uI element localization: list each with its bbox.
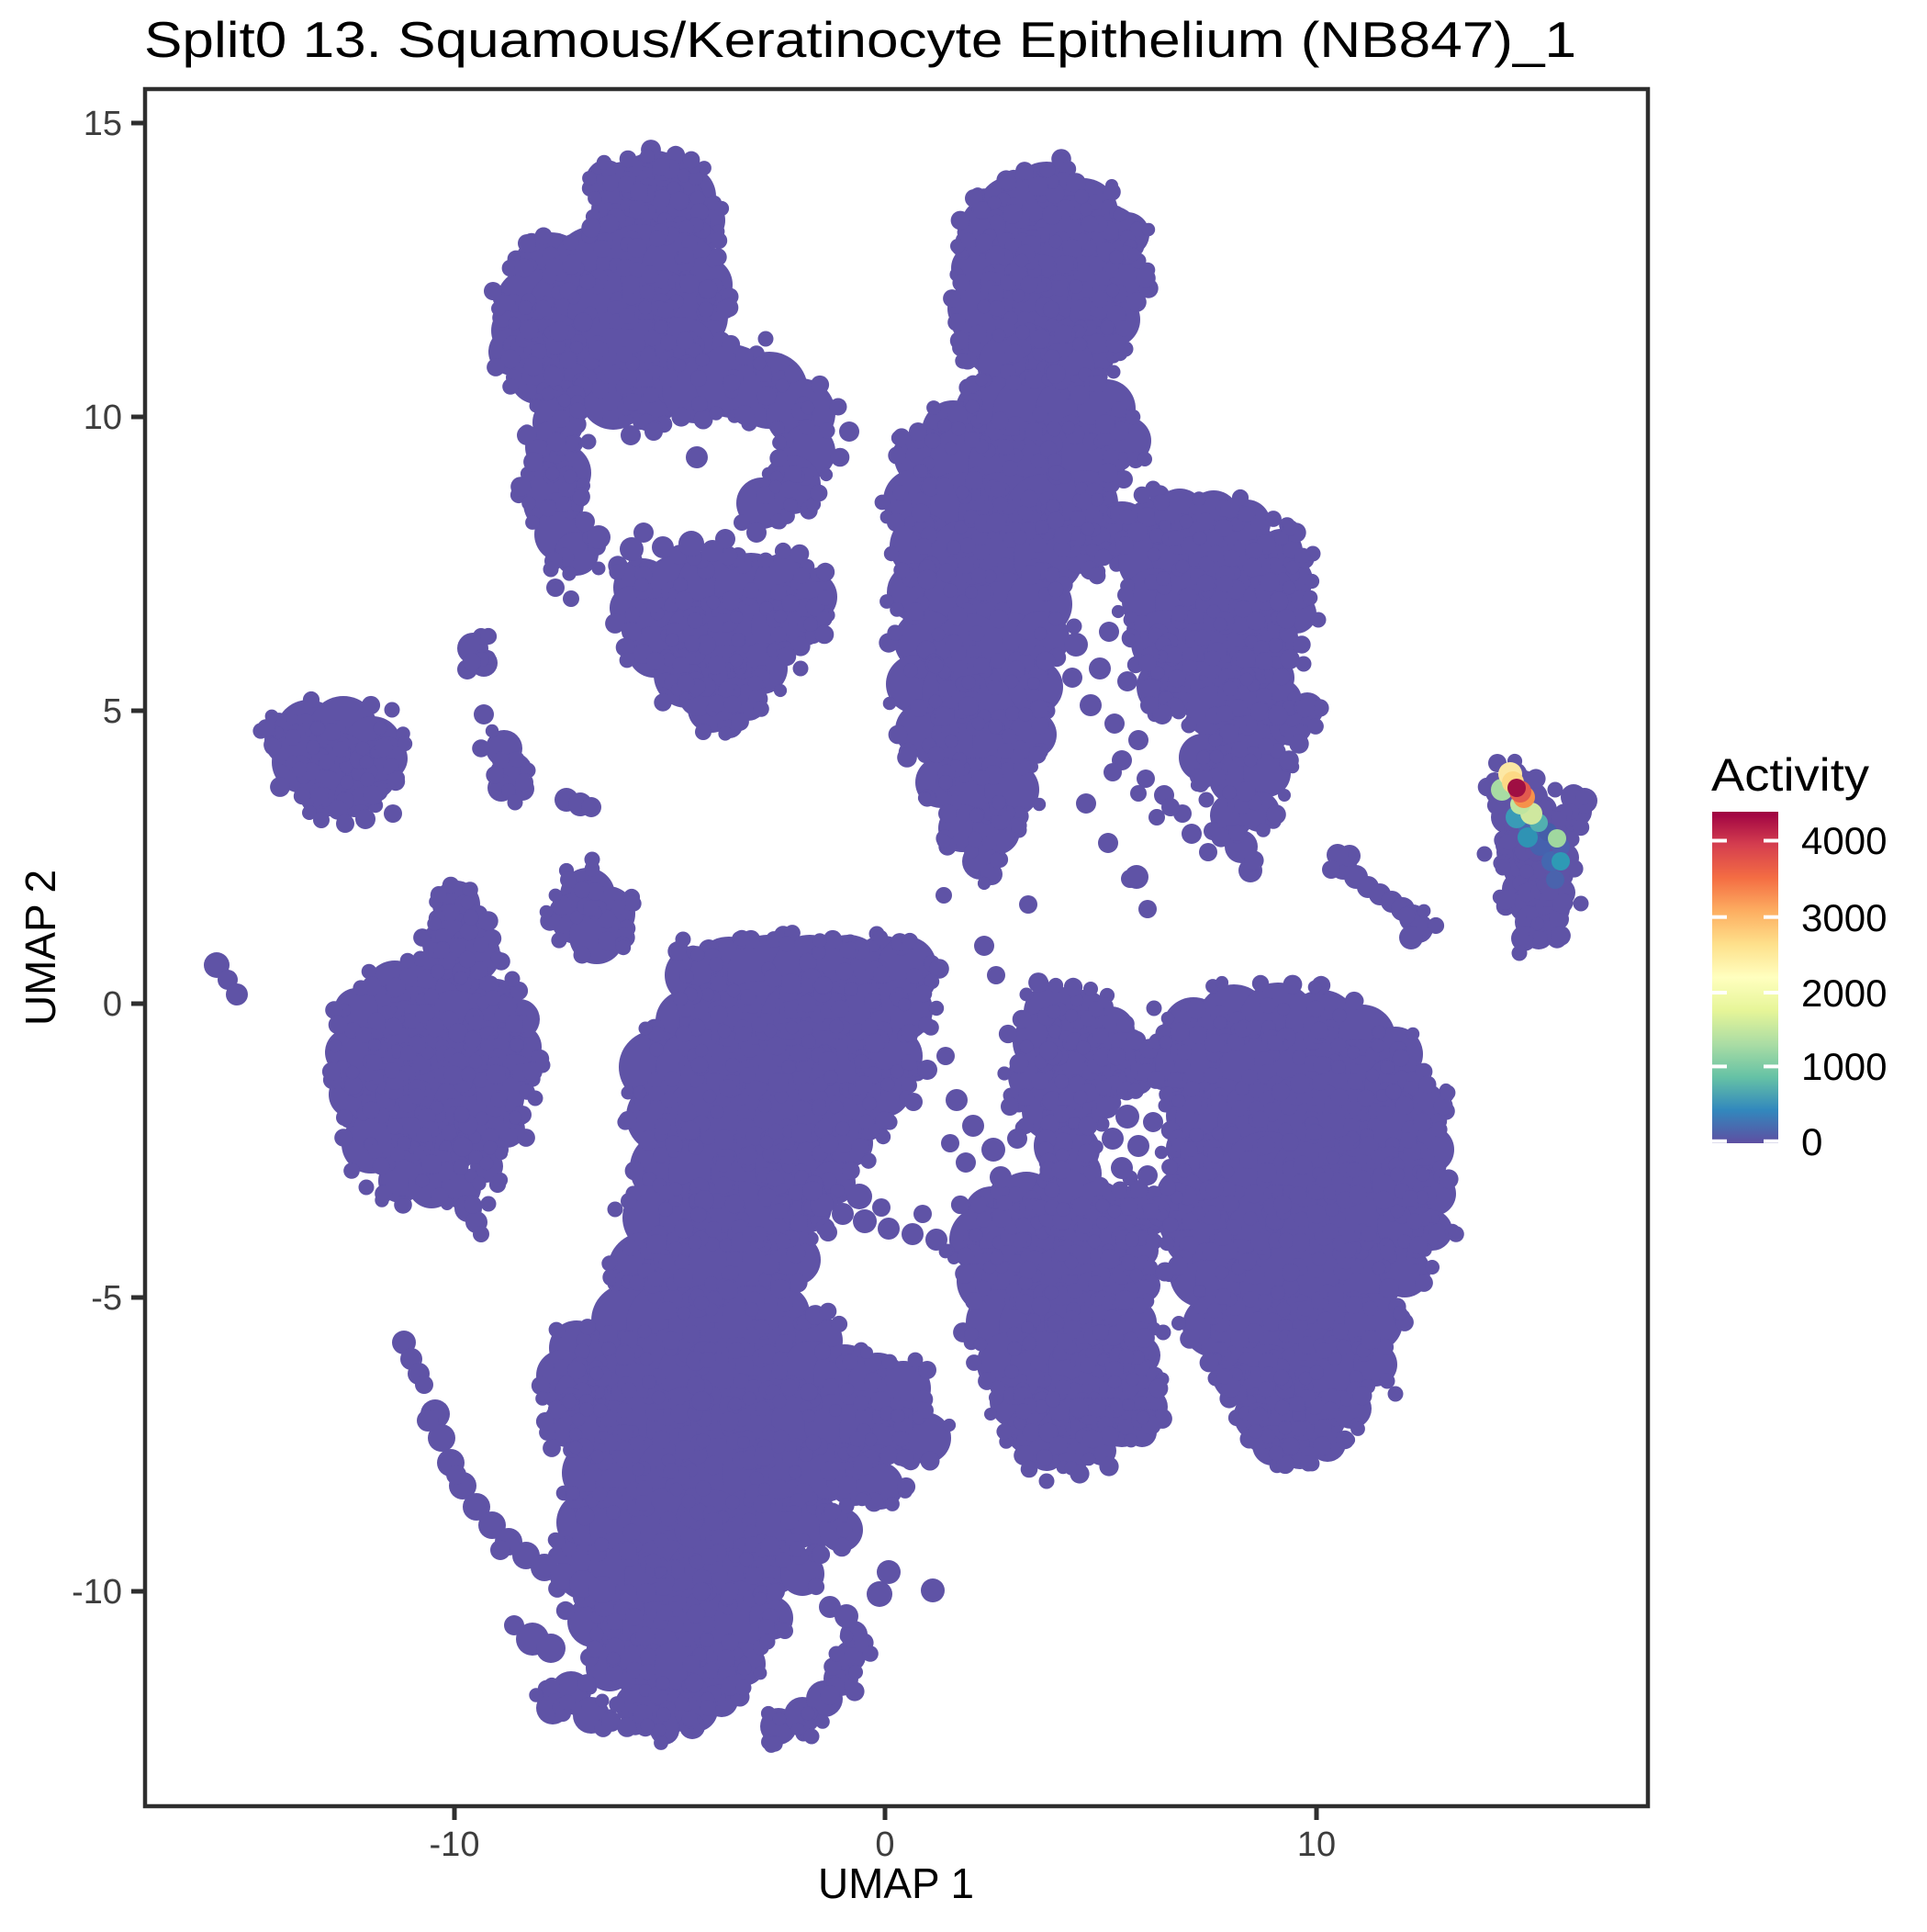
svg-text:0: 0 [1801,1120,1822,1163]
svg-text:UMAP 2: UMAP 2 [17,870,64,1026]
svg-text:0: 0 [875,1825,894,1864]
svg-text:-10: -10 [72,1573,122,1612]
svg-text:3000: 3000 [1801,896,1887,939]
svg-text:-10: -10 [430,1825,480,1864]
svg-text:10: 10 [84,399,122,437]
svg-text:UMAP 1: UMAP 1 [818,1859,974,1907]
svg-text:0: 0 [103,985,122,1024]
svg-text:-5: -5 [91,1279,122,1318]
svg-text:4000: 4000 [1801,819,1887,862]
svg-text:10: 10 [1297,1825,1336,1864]
svg-text:15: 15 [84,105,122,143]
svg-text:2000: 2000 [1801,972,1887,1015]
svg-text:5: 5 [103,692,122,731]
svg-text:Split0 13. Squamous/Keratinocy: Split0 13. Squamous/Keratinocyte Epithel… [144,11,1576,68]
svg-text:1000: 1000 [1801,1045,1887,1088]
svg-text:Activity: Activity [1711,749,1869,801]
